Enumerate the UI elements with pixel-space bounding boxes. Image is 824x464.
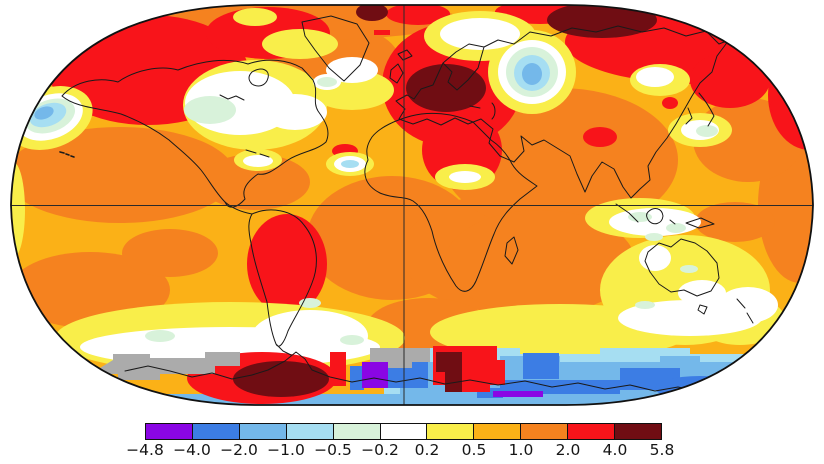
east-europe-extreme-hot-blob	[406, 64, 486, 112]
coastline-north-america	[61, 59, 329, 208]
coastlines	[59, 15, 758, 393]
colorbar-segment-8	[520, 424, 568, 439]
antarctic-extreme-cold-streak	[493, 391, 543, 397]
coastline-greenland	[301, 15, 370, 82]
coastline-se-asia-islands	[615, 203, 715, 229]
coastline-eurasia	[395, 25, 730, 199]
map-outline	[10, 4, 814, 406]
north-siberia-extreme-hot-blob	[547, 5, 657, 38]
hawaii-islands	[59, 151, 75, 158]
colorbar-segment-6	[426, 424, 474, 439]
colorbar-tick-label: 0.2	[414, 441, 440, 459]
colorbar-segment-1	[191, 424, 239, 439]
coastline-great-lakes	[219, 94, 245, 101]
coastline-inland-seas	[469, 102, 496, 120]
colorbar: −4.8 −4.0 −2.0 −1.0 −0.5 −0.2 0.2 0.5 1.0 2.0 4.0 5…	[126, 423, 674, 463]
colorbar-labels: −4.8 −4.0 −2.0 −1.0 −0.5 −0.2 0.2 0.5 1.0 2.0 4.0 5…	[126, 441, 674, 463]
colorbar-tick-label: 1.0	[508, 441, 534, 459]
missing-data-patches	[100, 348, 430, 380]
coastline-australia	[644, 238, 720, 315]
coastline-hudson-bay	[248, 68, 269, 87]
colorbar-segment-0	[146, 424, 192, 439]
colorbar-tick-label: 0.5	[461, 441, 487, 459]
colorbar-segment-3	[285, 424, 333, 439]
colorbar-tick-label: 2.0	[555, 441, 581, 459]
colorbar-tick-label: 4.0	[602, 441, 628, 459]
colorbar-segment-2	[238, 424, 286, 439]
coastline-madagascar	[504, 236, 519, 265]
colorbar-tick-label: −0.2	[361, 441, 399, 459]
coastline-caribbean-islands	[245, 149, 270, 158]
colorbar-segment-7	[473, 424, 521, 439]
colorbar-segment-4	[332, 424, 380, 439]
colorbar-segments	[145, 423, 662, 440]
coastline-central-america	[224, 201, 253, 215]
colorbar-segment-10	[614, 424, 661, 439]
world-anomaly-map	[10, 4, 814, 406]
coastline-antarctica	[124, 351, 758, 393]
colorbar-segment-9	[567, 424, 615, 439]
coastline-japan	[685, 92, 715, 127]
west-antarctic-extreme-hot-blob	[233, 361, 329, 397]
colorbar-tick-label: −1.0	[267, 441, 305, 459]
south-america-hot-region	[247, 214, 327, 314]
colorbar-tick-label: −4.8	[126, 441, 164, 459]
coastline-uk	[389, 63, 404, 84]
coastline-new-zealand	[736, 298, 754, 324]
colorbar-tick-label: 5.8	[649, 441, 675, 459]
coastline-south-america	[248, 209, 317, 356]
colorbar-tick-label: −4.0	[173, 441, 211, 459]
colorbar-tick-label: −2.0	[220, 441, 258, 459]
coastline-africa	[364, 112, 538, 292]
antarctic-extreme-cold-block	[362, 362, 388, 388]
colorbar-segment-5	[379, 424, 427, 439]
colorbar-tick-label: −0.5	[314, 441, 352, 459]
anomaly-field	[11, 5, 813, 405]
